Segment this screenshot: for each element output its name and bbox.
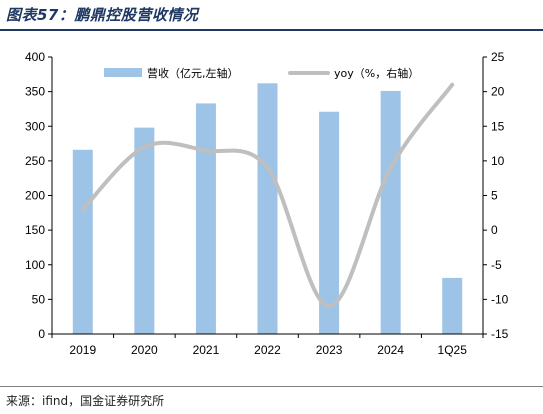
right-tick-label: 5 (491, 189, 498, 203)
x-tick-label: 2022 (254, 343, 281, 357)
legend-line-label: yoy（%，右轴） (334, 66, 419, 80)
right-tick-label: 20 (491, 85, 505, 99)
revenue-bar (134, 127, 155, 334)
left-tick-label: 0 (38, 327, 45, 341)
x-tick-label: 2021 (193, 343, 220, 357)
x-tick-label: 2024 (377, 343, 404, 357)
right-tick-label: 0 (491, 223, 498, 237)
chart-title: 图表57：鹏鼎控股营收情况 (6, 6, 199, 24)
revenue-bar (72, 149, 93, 334)
right-tick-label: 25 (491, 50, 505, 64)
legend-bar-label: 营收（亿元,左轴） (147, 66, 239, 80)
x-tick-label: 2020 (131, 343, 158, 357)
right-tick-label: -10 (491, 292, 509, 306)
revenue-bar (195, 103, 216, 335)
left-tick-label: 150 (25, 223, 45, 237)
revenue-bar (319, 111, 340, 335)
right-tick-label: -15 (491, 327, 509, 341)
left-tick-label: 50 (32, 292, 46, 306)
left-tick-label: 100 (25, 258, 45, 272)
title-divider (0, 29, 543, 31)
source-divider (0, 386, 543, 387)
right-tick-label: 10 (491, 154, 505, 168)
revenue-bar (442, 277, 463, 334)
legend-bar-swatch (104, 68, 142, 77)
x-tick-label: 2019 (69, 343, 96, 357)
left-tick-label: 400 (25, 50, 45, 64)
source-note: 来源：ifind，国金证券研究所 (6, 394, 165, 408)
revenue-bar (380, 90, 401, 335)
revenue-chart: 0 50 100 150 200 250 300 350 400 -15 -10 -5 0 5 10 15 20… (25, 50, 509, 357)
left-tick-label: 350 (25, 85, 45, 99)
revenue-bar (257, 83, 278, 334)
right-tick-label: 15 (491, 119, 505, 133)
left-tick-label: 250 (25, 154, 45, 168)
left-tick-label: 200 (25, 189, 45, 203)
left-tick-label: 300 (25, 119, 45, 133)
right-tick-label: -5 (491, 258, 502, 272)
x-tick-label: 1Q25 (438, 343, 468, 357)
x-tick-label: 2023 (316, 343, 343, 357)
